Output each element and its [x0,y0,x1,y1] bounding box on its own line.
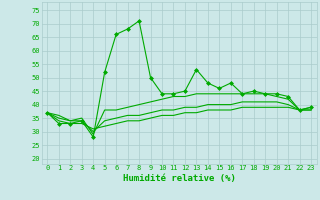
X-axis label: Humidité relative (%): Humidité relative (%) [123,174,236,183]
